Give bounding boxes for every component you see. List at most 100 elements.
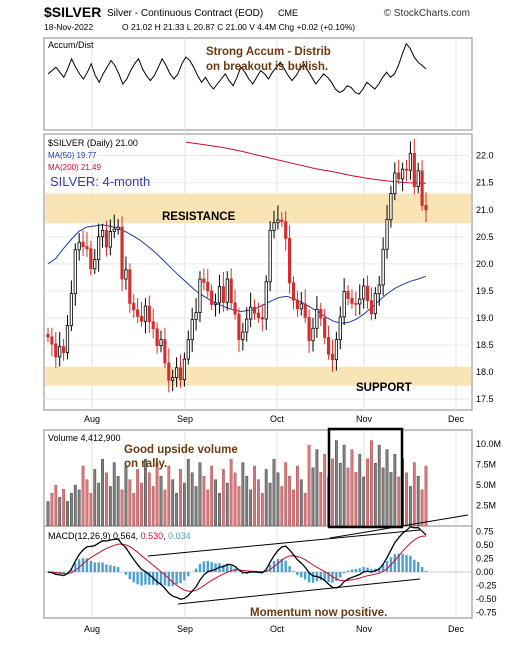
macd-hist-bar bbox=[128, 572, 132, 580]
macd-hist-bar bbox=[206, 560, 209, 572]
macd-hist-bar bbox=[311, 572, 315, 583]
volume-bar bbox=[373, 463, 377, 527]
candle-body bbox=[303, 303, 307, 318]
ma50-line bbox=[47, 224, 427, 324]
volume-bar bbox=[128, 479, 132, 527]
candle-body bbox=[65, 325, 70, 354]
candle-body bbox=[369, 300, 374, 315]
volume-bar bbox=[385, 449, 389, 527]
macd-hist-bar bbox=[105, 564, 108, 572]
macd-hist-bar bbox=[155, 572, 159, 586]
macd-hist-bar bbox=[113, 566, 116, 572]
price-tick-label: 21.0 bbox=[476, 205, 494, 215]
candle-body bbox=[373, 293, 377, 315]
price-tick-label: 20.0 bbox=[476, 259, 494, 269]
candle-body bbox=[272, 222, 276, 231]
candle-body bbox=[350, 298, 354, 304]
candle-body bbox=[186, 339, 190, 360]
accum-dist-line bbox=[47, 42, 427, 95]
candle-body bbox=[132, 302, 136, 311]
candle-body bbox=[334, 339, 338, 361]
macd-hist-bar bbox=[194, 568, 198, 572]
macd-hist-bar bbox=[370, 569, 373, 572]
candle-body bbox=[116, 226, 120, 230]
volume-legend: Volume 4,412,900 bbox=[48, 433, 121, 443]
volume-bar bbox=[307, 444, 311, 527]
volume-bar bbox=[101, 458, 104, 527]
candle-body bbox=[264, 281, 268, 320]
price-tick-label: 21.5 bbox=[476, 178, 494, 188]
candle-body bbox=[73, 249, 77, 295]
volume-bar bbox=[241, 462, 245, 527]
macd-hist-bar bbox=[397, 553, 400, 572]
symbol-label: $SILVER bbox=[44, 4, 101, 20]
volume-bar bbox=[194, 486, 198, 527]
candle-body bbox=[54, 343, 58, 358]
macd-hist-bar bbox=[93, 562, 96, 572]
candle-body bbox=[194, 312, 198, 321]
candle-body bbox=[338, 316, 342, 341]
macd-tick-label: 0.75 bbox=[476, 526, 494, 536]
macd-legend-hist: 0.034 bbox=[168, 531, 191, 541]
candle-body bbox=[171, 377, 175, 381]
candle-body bbox=[342, 291, 346, 318]
volume-bar bbox=[346, 467, 350, 527]
candle-body bbox=[151, 321, 155, 330]
candle-body bbox=[120, 226, 124, 280]
accum-note-line2: on breakout is bullish. bbox=[206, 61, 328, 73]
volume-bar bbox=[350, 449, 354, 527]
candle-body bbox=[252, 306, 257, 314]
volume-bar bbox=[377, 444, 381, 527]
volume-bar bbox=[237, 486, 241, 527]
volume-note-line1: Good upside volume bbox=[124, 444, 238, 456]
macd-hist-bar bbox=[136, 572, 139, 585]
candle-body bbox=[124, 269, 128, 280]
volume-bar bbox=[50, 493, 54, 527]
accum-panel bbox=[43, 37, 473, 131]
support-label: SUPPORT bbox=[356, 382, 412, 394]
brand-label: © StockCharts.com bbox=[384, 8, 470, 19]
volume-highlight-box bbox=[327, 427, 404, 529]
candle-body bbox=[354, 302, 358, 305]
volume-note-line2: on rally. bbox=[124, 458, 167, 470]
volume-bar bbox=[175, 493, 178, 527]
macd-hist-bar bbox=[381, 564, 385, 572]
macd-hist-bar bbox=[89, 560, 93, 572]
macd-note: Momentum now positive. bbox=[250, 607, 387, 619]
candle-body bbox=[330, 353, 335, 361]
candle-body bbox=[365, 285, 370, 302]
accum-label: Accum/Dist bbox=[48, 40, 94, 50]
volume-bar bbox=[171, 479, 175, 527]
price-tick-label: 17.5 bbox=[476, 394, 494, 404]
price-legend-ma200: MA(200) 21.49 bbox=[48, 163, 101, 172]
accum-dist-polyline bbox=[47, 42, 427, 95]
volume-bar bbox=[66, 501, 69, 527]
volume-bar bbox=[159, 476, 163, 527]
macd-tick-label: -0.75 bbox=[476, 608, 497, 618]
ma50-polyline bbox=[47, 224, 427, 324]
volume-bar bbox=[292, 489, 295, 527]
quote-label: O 21.02 H 21.33 L 20.87 C 21.00 V 4.4M C… bbox=[122, 22, 355, 32]
candle-body bbox=[260, 317, 264, 320]
price-panel bbox=[43, 133, 473, 411]
candle-body bbox=[404, 168, 409, 171]
volume-bar bbox=[334, 440, 338, 527]
macd-hist-bar bbox=[335, 572, 338, 581]
macd-hist-bar bbox=[300, 572, 303, 578]
candle-body bbox=[221, 286, 225, 303]
volume-bar bbox=[147, 472, 151, 527]
macd-hist-bar bbox=[85, 558, 89, 572]
candle-body bbox=[319, 308, 323, 319]
exchange-label: CME bbox=[278, 8, 298, 18]
candle-body bbox=[362, 285, 366, 300]
candle-body bbox=[233, 302, 237, 315]
macd-xtick-label: Aug bbox=[84, 624, 100, 634]
candle-body bbox=[299, 303, 303, 310]
volume-bar bbox=[420, 489, 424, 527]
volume-bar bbox=[311, 467, 315, 527]
price-tick-label: 18.0 bbox=[476, 367, 494, 377]
macd-hist-bar bbox=[350, 569, 354, 572]
macd-hist-bar bbox=[366, 567, 369, 572]
volume-bar bbox=[268, 482, 272, 527]
candle-body bbox=[81, 241, 85, 247]
